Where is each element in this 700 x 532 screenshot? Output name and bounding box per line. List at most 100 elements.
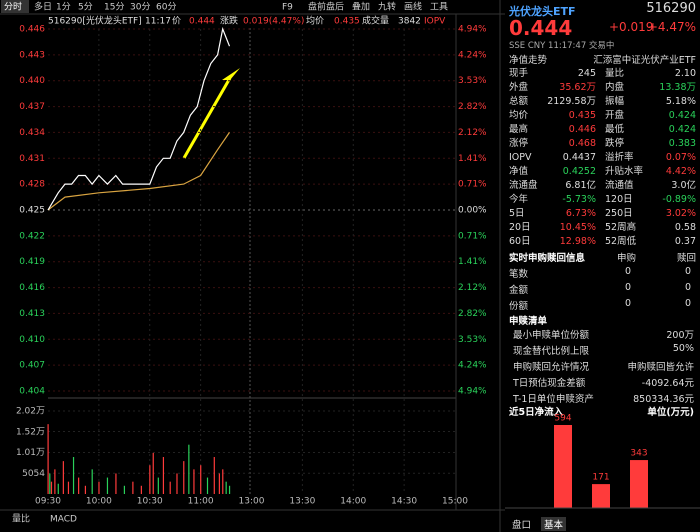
volume-bar: [67, 481, 70, 494]
list-value: 50%: [672, 343, 694, 354]
row-key: 最低: [605, 124, 625, 135]
row-key: 量比: [605, 68, 625, 79]
volume-bar: [200, 465, 202, 494]
row-key: 升贴水率: [605, 166, 644, 177]
sub-value: 0: [685, 282, 692, 293]
quote-row: IOPV 0.4437 溢折率 0.07%: [509, 151, 696, 165]
volume-bar: [225, 481, 227, 494]
volume-bar: [140, 485, 142, 494]
sub-value: 0: [625, 282, 632, 293]
volume-bar: [50, 481, 53, 494]
sub-value: 0: [625, 298, 632, 309]
volume-bar: [157, 477, 159, 494]
row-value: 0.37: [674, 236, 696, 247]
bottom-tab[interactable]: 量比: [12, 513, 30, 525]
row-key: 总额: [509, 96, 529, 107]
volume-bar: [176, 473, 178, 494]
sub-key: 笔数: [509, 269, 529, 280]
row-key: 溢折率: [605, 152, 634, 163]
info-avg: 0.435: [334, 17, 360, 27]
row-key: 现手: [509, 68, 529, 79]
info-vol-label: 成交量: [362, 15, 389, 27]
row-value: 0.07%: [665, 152, 696, 163]
y-tick-label: 0.428: [19, 180, 45, 190]
row-value: 2.10: [674, 68, 696, 79]
volume-tick-label: 1.52万: [16, 427, 45, 437]
list-key: T-1日单位申赎资产: [513, 394, 594, 405]
row-value: 5.18%: [665, 96, 696, 107]
quote-row: 涨停 0.468 跌停 0.383: [509, 137, 696, 151]
pct-label: 2.12%: [458, 283, 487, 293]
row-value: 0.58: [674, 222, 696, 233]
volume-bar: [213, 457, 215, 494]
quote-change: +0.019: [609, 20, 654, 34]
inflow-chart: 594 171 343: [505, 414, 700, 509]
row-key: 涨停: [509, 138, 529, 149]
row-key: 250日: [605, 208, 633, 219]
quote-sub: SSE CNY 11:17:47 交易中: [509, 41, 615, 51]
row-value: 0.424: [668, 110, 696, 121]
toolbar-tab[interactable]: 60分: [156, 2, 176, 13]
row-value: 13.38万: [659, 82, 696, 93]
nav-name: 汇添富中证光伏产业ETF: [593, 55, 696, 66]
quote-row: 总额 2129.58万 振幅 5.18%: [509, 95, 696, 109]
pct-label: 4.94%: [458, 25, 487, 35]
side-tab[interactable]: 盘口: [512, 520, 532, 531]
toolbar-tab[interactable]: 30分: [130, 2, 150, 13]
x-tick-label: 14:00: [340, 497, 366, 507]
row-value: 0.4437: [562, 152, 596, 163]
row-key: 外盘: [509, 82, 529, 93]
toolbar-tab[interactable]: 15分: [104, 2, 124, 13]
volume-bar: [228, 485, 231, 494]
intraday-chart: 分时 多日 1分 5分 15分 30分 60分 F9 盘前盘后 叠加 九转 画线 工具 516290[光伏…: [0, 0, 505, 532]
inflow-label: 343: [630, 449, 647, 459]
side-tab[interactable]: 基本: [541, 517, 567, 531]
info-price-label: 价: [172, 16, 181, 27]
toolbar-tab[interactable]: 多日: [34, 1, 52, 13]
volume-bar: [78, 477, 80, 494]
toolbar-tab[interactable]: 1分: [56, 2, 71, 13]
toolbar-tool[interactable]: 叠加: [352, 2, 370, 13]
pct-label: 1.41%: [458, 257, 487, 267]
y-tick-label: 0.407: [19, 361, 45, 371]
quote-row: 最高 0.446 最低 0.424: [509, 123, 696, 137]
toolbar-tool[interactable]: F9: [282, 3, 293, 13]
section-title: 近5日净流入: [509, 407, 564, 418]
info-vol: 3842: [398, 17, 421, 27]
pct-label: 4.94%: [458, 387, 487, 397]
list-key: 申购赎回允许情况: [513, 362, 590, 373]
sub-value: 0: [685, 298, 692, 309]
y-tick-label: 0.443: [19, 50, 45, 60]
row-value: -0.89%: [662, 194, 696, 205]
row-value: 6.73%: [565, 208, 596, 219]
toolbar-tab[interactable]: 分时: [4, 1, 22, 13]
toolbar-tool[interactable]: 盘前盘后: [308, 1, 344, 13]
sub-key: 金额: [509, 285, 529, 296]
toolbar-tool[interactable]: 九转: [378, 1, 396, 13]
info-code: 516290[光伏龙头ETF]: [48, 15, 142, 27]
pct-label: 0.71%: [458, 231, 487, 241]
row-value: 245: [577, 68, 596, 79]
x-tick-label: 11:00: [188, 497, 214, 507]
quote-row: 流通盘 6.81亿 流通值 3.0亿: [509, 179, 696, 193]
row-value: -5.73%: [562, 194, 596, 205]
bottom-tab[interactable]: MACD: [50, 515, 77, 525]
x-tick-label: 15:00: [442, 497, 468, 507]
volume-bar: [169, 481, 171, 494]
volume-bar: [84, 485, 87, 494]
row-key: 内盘: [605, 82, 625, 93]
toolbar-tab[interactable]: 5分: [78, 2, 93, 13]
row-value: 3.0亿: [671, 180, 696, 191]
y-tick-label: 0.419: [19, 257, 45, 267]
y-tick-label: 0.440: [19, 76, 45, 86]
volume-bar: [106, 477, 109, 494]
row-key: 均价: [509, 110, 529, 121]
y-tick-label: 0.425: [19, 206, 45, 216]
pct-label: 4.24%: [458, 361, 487, 371]
pct-label: 0.00%: [458, 206, 487, 216]
toolbar-tool[interactable]: 工具: [430, 2, 448, 13]
row-key: 5日: [509, 208, 525, 219]
row-value: 4.42%: [665, 166, 696, 177]
toolbar-tool[interactable]: 画线: [404, 1, 422, 13]
x-tick-label: 13:30: [289, 497, 315, 507]
